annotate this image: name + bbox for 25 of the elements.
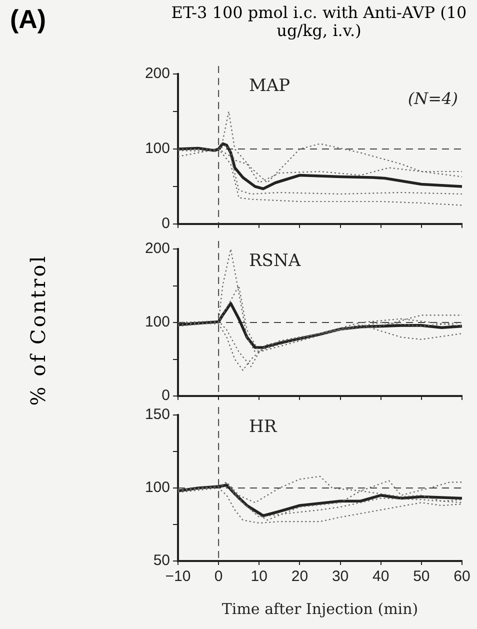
x-tick-label: 40 [372,568,390,586]
x-axis-title: Time after Injection (min) [222,600,418,618]
x-tick-label: 30 [332,568,349,586]
y-tick-label: 150 [144,406,170,424]
x-tick-label: 0 [214,568,223,586]
x-tick-label: 60 [454,568,470,586]
y-tick-label: 0 [162,387,170,404]
text: (A) [10,4,46,35]
y-tick-label: 50 [153,552,170,570]
y-tick-label: 100 [144,479,170,496]
x-tick-label: −10 [165,568,191,586]
annotation: MAP [249,76,290,96]
y-tick-label: 100 [144,314,170,331]
y-axis-title: % of Control [26,254,50,406]
y-tick-label: 100 [144,140,170,158]
x-tick-label: 10 [250,568,268,586]
annotation: (N=4) [408,89,458,108]
y-tick-label: 200 [144,240,170,258]
y-tick-label: 0 [162,215,170,232]
annotation: RSNA [249,250,302,271]
y-tick-label: 200 [144,65,170,82]
x-tick-label: 50 [413,568,430,586]
annotation: HR [249,416,278,437]
chart-title: ET-3 100 pmol i.c. with Anti-AVP (10 ug/kg, i.v.) [170,3,468,40]
x-tick-label: 20 [291,568,308,586]
